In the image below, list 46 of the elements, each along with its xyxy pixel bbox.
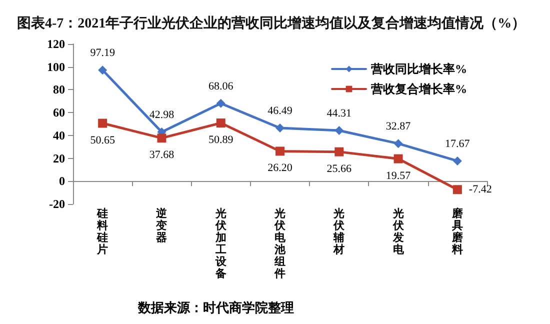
point [276, 146, 284, 156]
y-tick-label: 60 [53, 106, 65, 120]
x-tick-label: 光伏加工设备 [214, 207, 228, 280]
data-label: 46.49 [268, 105, 293, 118]
point [157, 134, 166, 143]
x-tick-label: 光伏电池组件 [274, 207, 286, 280]
data-label: 42.98 [149, 109, 175, 122]
point [452, 156, 462, 166]
point [216, 118, 226, 128]
x-tick-label: 光伏发电 [392, 207, 405, 256]
data-label: 37.68 [149, 149, 175, 162]
data-label: 32.87 [386, 120, 412, 133]
legend-label: 营收同比增长率% [370, 62, 467, 76]
point [216, 98, 226, 108]
data-label: -7.42 [468, 184, 492, 196]
point [334, 147, 344, 156]
y-tick-label: 40 [53, 128, 65, 142]
x-tick-label: 硅料硅片 [96, 207, 108, 256]
data-label: 19.57 [386, 170, 412, 182]
x-tick-label: 光伏辅材 [332, 207, 346, 256]
x-tick-label: 磨具磨料 [450, 207, 464, 256]
data-label: 25.66 [326, 162, 352, 175]
y-tick-label: 120 [47, 37, 65, 51]
point [452, 185, 462, 194]
y-tick-label: 100 [47, 60, 65, 74]
legend-label: 营收复合增长率% [370, 82, 467, 96]
point [394, 139, 403, 148]
x-tick-label: 逆变器 [155, 207, 168, 244]
source-note: 数据来源：时代商学院整理 [137, 300, 294, 315]
data-label: 44.31 [326, 108, 352, 120]
data-label: 17.67 [445, 138, 470, 150]
point [394, 154, 403, 164]
y-tick-label: -20 [49, 197, 65, 211]
point [98, 118, 108, 128]
point [276, 124, 284, 133]
y-tick-label: 80 [53, 82, 65, 97]
chart-title: 图表4-7：2021年子行业光伏企业的营收同比增速均值以及复合增速均值情况（%） [17, 16, 526, 32]
point [98, 66, 108, 75]
data-label: 50.89 [208, 134, 234, 146]
data-label: 50.65 [90, 134, 116, 146]
data-label: 97.19 [90, 47, 116, 60]
y-tick-label: 0 [59, 174, 65, 188]
point [334, 126, 344, 136]
data-label: 68.06 [208, 80, 234, 92]
data-label: 26.20 [268, 162, 293, 174]
y-tick-label: 20 [53, 151, 65, 166]
